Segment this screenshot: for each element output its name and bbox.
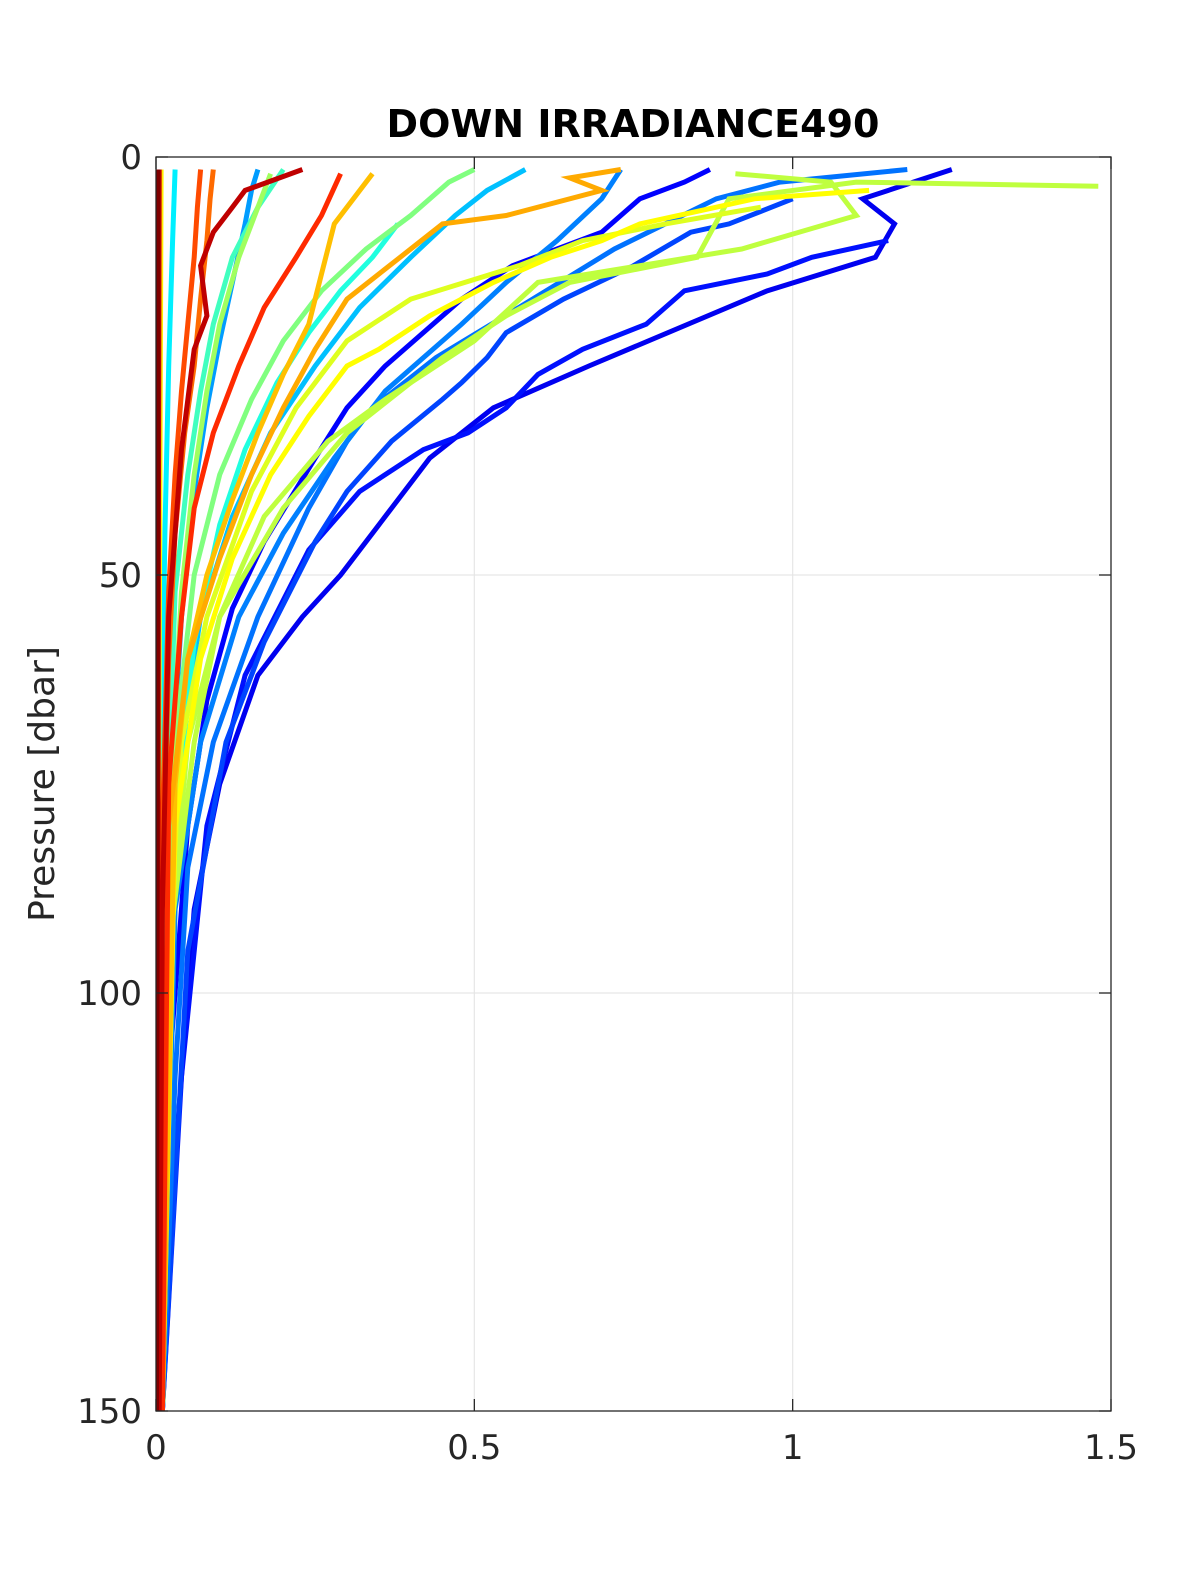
y-axis-label: Pressure [dbar] [22, 646, 63, 922]
x-tick-label: 1.5 [1084, 1428, 1138, 1468]
y-tick-label: 0 [120, 138, 142, 178]
series-line-26 [156, 169, 161, 1411]
series-line-15 [159, 171, 861, 1411]
data-series-group [156, 167, 1099, 1411]
series-line-16 [159, 204, 762, 1411]
series-line-24 [156, 167, 304, 1411]
series-line-20 [159, 167, 622, 1411]
chart-title: DOWN IRRADIANCE490 [387, 102, 880, 146]
series-line-12 [159, 167, 476, 1411]
series-line-17 [159, 187, 870, 1411]
x-tick-label: 1 [782, 1428, 804, 1468]
axis-ticks: 0 0.5 1 1.5 0 50 100 150 [77, 138, 1138, 1468]
x-tick-label: 0.5 [447, 1428, 501, 1468]
y-tick-label: 100 [77, 974, 142, 1014]
x-tick-label: 0 [145, 1428, 167, 1468]
y-tick-label: 150 [77, 1392, 142, 1432]
grid-lines [156, 157, 1111, 1411]
y-tick-label: 50 [99, 556, 142, 596]
series-line-4 [159, 196, 794, 1411]
plot-frame [155, 156, 1112, 1412]
series-line-23 [159, 172, 343, 1411]
